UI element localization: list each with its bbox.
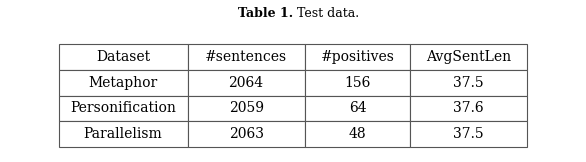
Text: Table 1.: Table 1. [238,7,293,20]
Text: Test data.: Test data. [293,7,359,20]
